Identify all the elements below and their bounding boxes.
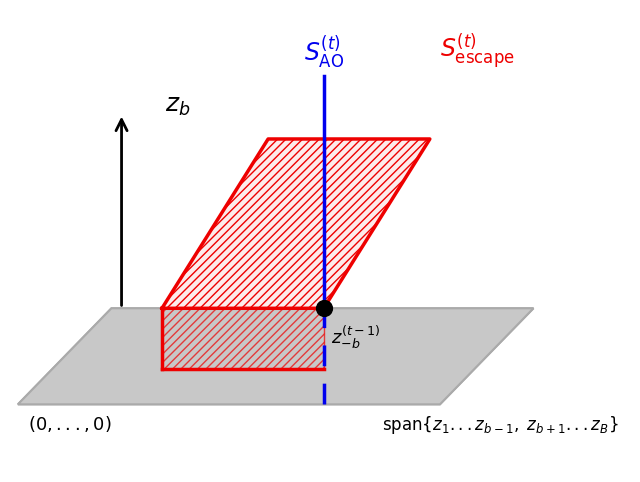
Polygon shape xyxy=(18,308,534,404)
Text: $(0,...,0)$: $(0,...,0)$ xyxy=(28,415,111,434)
Text: $S_{\mathrm{AO}}^{(t)}$: $S_{\mathrm{AO}}^{(t)}$ xyxy=(303,34,344,71)
Text: $z_{-b}^{(t-1)}$: $z_{-b}^{(t-1)}$ xyxy=(332,323,381,351)
Polygon shape xyxy=(162,139,430,308)
Polygon shape xyxy=(18,308,534,404)
Text: $z_b$: $z_b$ xyxy=(164,94,190,118)
Point xyxy=(319,305,329,312)
Text: $S_{\mathrm{escape}}^{(t)}$: $S_{\mathrm{escape}}^{(t)}$ xyxy=(440,31,515,71)
Text: $\mathrm{span}\{z_1...z_{b-1},\ z_{b+1}...z_B\}$: $\mathrm{span}\{z_1...z_{b-1},\ z_{b+1}.… xyxy=(382,415,618,436)
